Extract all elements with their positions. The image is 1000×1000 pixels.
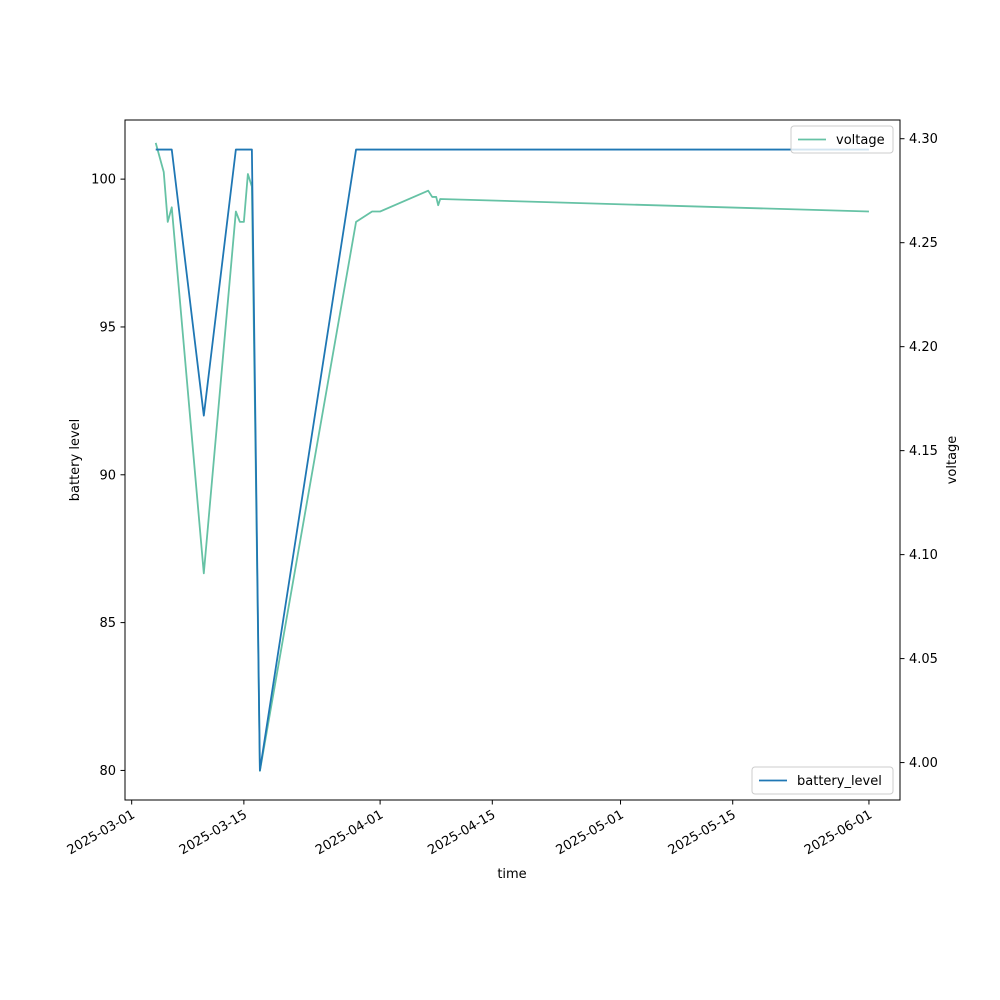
y-left-tick-label: 80 (99, 764, 116, 779)
legend-voltage-label: voltage (836, 133, 885, 148)
x-axis: 2025-03-01 2025-03-15 2025-04-01 2025-04-15… (65, 800, 875, 858)
y-right-tick-label: 4.15 (909, 444, 938, 459)
series-line-battery-level (155, 148, 869, 772)
x-axis-title: time (497, 867, 526, 882)
legend-battery-label: battery_level (797, 774, 882, 789)
series-layer (154, 142, 869, 772)
y-left-axis: 80 85 90 95 100 (91, 173, 125, 779)
x-tick-label: 2025-04-15 (425, 807, 498, 858)
x-tick-label: 2025-05-15 (666, 807, 739, 858)
x-tick-label: 2025-05-01 (554, 807, 627, 858)
legend-battery: battery_level (751, 766, 894, 795)
y-right-tick-label: 4.00 (909, 756, 938, 771)
y-left-tick-label: 95 (99, 320, 116, 335)
y-right-tick-label: 4.10 (909, 548, 938, 563)
y-right-tick-label: 4.20 (909, 340, 938, 355)
series-line-voltage (154, 142, 869, 772)
y-right-axis: 4.00 4.05 4.10 4.15 4.20 4.25 4.30 (900, 132, 938, 771)
y-left-axis-title: battery level (68, 419, 83, 502)
y-right-tick-label: 4.25 (909, 236, 938, 251)
legend-voltage-box (790, 125, 894, 154)
plot-frame (124, 119, 901, 801)
x-tick-label: 2025-06-01 (802, 807, 875, 858)
y-right-tick-label: 4.30 (909, 132, 938, 147)
y-right-tick-label: 4.05 (909, 652, 938, 667)
x-tick-label: 2025-03-15 (177, 807, 250, 858)
x-tick-label: 2025-04-01 (313, 807, 386, 858)
y-right-axis-title: voltage (945, 436, 960, 485)
y-left-tick-label: 90 (99, 468, 116, 483)
y-left-tick-label: 85 (99, 616, 116, 631)
legend-battery-box (751, 766, 894, 795)
x-tick-label: 2025-03-01 (65, 807, 138, 858)
y-left-tick-label: 100 (91, 173, 116, 188)
legend-voltage: voltage (790, 125, 894, 154)
